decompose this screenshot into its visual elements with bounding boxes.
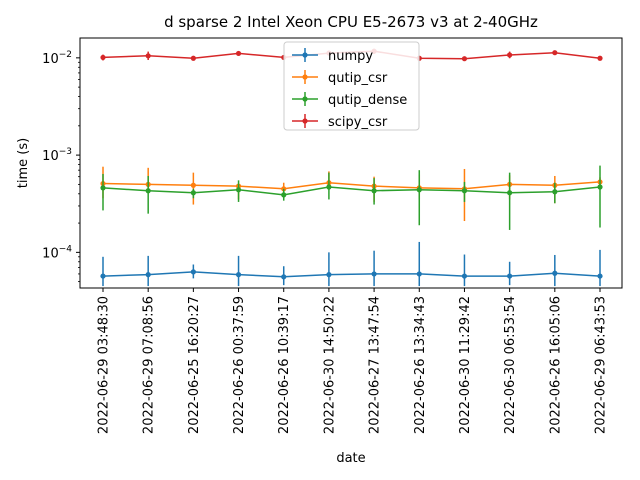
qutip_dense-point-6 [371, 188, 377, 194]
scipy_csr-point-9 [507, 52, 513, 58]
numpy-point-11 [597, 273, 603, 279]
numpy-point-2 [190, 269, 196, 275]
numpy-point-10 [552, 270, 558, 276]
x-tick-label-3: 2022-06-26 00:37:59 [232, 296, 247, 434]
legend-label-qutip_dense: qutip_dense [328, 93, 407, 108]
scipy_csr-point-2 [190, 55, 196, 61]
numpy-point-0 [100, 273, 106, 279]
scipy_csr-point-11 [597, 55, 603, 61]
qutip_csr-line [102, 181, 601, 190]
qutip_dense-point-7 [416, 187, 422, 193]
qutip_dense-point-3 [235, 187, 242, 193]
qutip_dense-point-11 [597, 184, 603, 190]
legend-entry-scipy_csr: scipy_csr [292, 114, 388, 130]
qutip_dense-point-8 [461, 188, 468, 194]
qutip_dense-point-10 [552, 189, 558, 195]
plot-frame [79, 37, 623, 289]
numpy-line [102, 271, 601, 278]
legend-marker-numpy [302, 52, 308, 58]
x-tick-label-5: 2022-06-30 14:50:22 [322, 296, 337, 434]
numpy-point-9 [507, 273, 513, 279]
qutip_dense-line [102, 186, 601, 196]
x-tick-label-2: 2022-06-25 16:20:27 [187, 296, 202, 434]
legend-entry-qutip_dense: qutip_dense [292, 92, 407, 108]
x-tick-label-9: 2022-06-30 06:53:54 [503, 296, 518, 434]
x-tick-label-6: 2022-06-27 13:47:54 [368, 296, 383, 434]
numpy-point-8 [461, 273, 468, 279]
numpy-point-3 [235, 272, 242, 278]
x-tick-label-7: 2022-06-26 13:34:43 [413, 296, 428, 434]
qutip_dense-point-1 [145, 188, 151, 194]
legend-label-scipy_csr: scipy_csr [328, 115, 388, 130]
legend-marker-scipy_csr [302, 118, 308, 124]
legend-entry-numpy: numpy [292, 48, 373, 64]
legend-entry-qutip_csr: qutip_csr [292, 70, 388, 86]
y-axis-title: time (s) [16, 138, 31, 188]
x-tick-label-11: 2022-06-29 06:43:53 [594, 296, 609, 434]
y-tick-label-2: 10−2 [42, 50, 72, 67]
numpy-point-5 [326, 272, 332, 278]
chart-title: d sparse 2 Intel Xeon CPU E5-2673 v3 at … [164, 13, 538, 31]
qutip_dense-point-0 [100, 185, 106, 191]
y-tick-label-1: 10−3 [42, 147, 72, 164]
qutip_csr-point-2 [190, 182, 196, 188]
legend-label-numpy: numpy [328, 49, 373, 64]
scipy_csr-point-0 [100, 54, 106, 61]
numpy-point-4 [281, 274, 287, 280]
numpy-point-6 [371, 271, 377, 277]
qutip_dense-point-9 [507, 190, 513, 196]
scipy_csr-point-3 [235, 50, 242, 57]
x-axis-title: date [336, 451, 365, 466]
scipy_csr-point-10 [552, 50, 558, 56]
x-tick-label-0: 2022-06-29 03:48:30 [97, 296, 112, 434]
y-tick-label-0: 10−4 [42, 244, 72, 261]
legend-marker-qutip_csr [302, 74, 308, 80]
numpy-point-7 [416, 271, 422, 277]
x-tick-label-1: 2022-06-29 07:08:56 [142, 296, 157, 434]
numpy-point-1 [145, 272, 151, 278]
qutip_dense-point-2 [190, 190, 196, 196]
legend-marker-qutip_dense [302, 96, 308, 102]
x-tick-label-8: 2022-06-30 11:29:42 [458, 296, 473, 434]
x-tick-label-4: 2022-06-26 10:39:17 [277, 296, 292, 434]
scipy_csr-point-1 [145, 53, 151, 59]
scipy_csr-point-8 [461, 56, 468, 62]
qutip_dense-point-5 [326, 184, 332, 190]
legend-label-qutip_csr: qutip_csr [328, 71, 388, 86]
qutip_dense-point-4 [281, 192, 287, 198]
legend-box [283, 41, 420, 131]
x-tick-label-10: 2022-06-26 16:05:06 [548, 296, 563, 434]
